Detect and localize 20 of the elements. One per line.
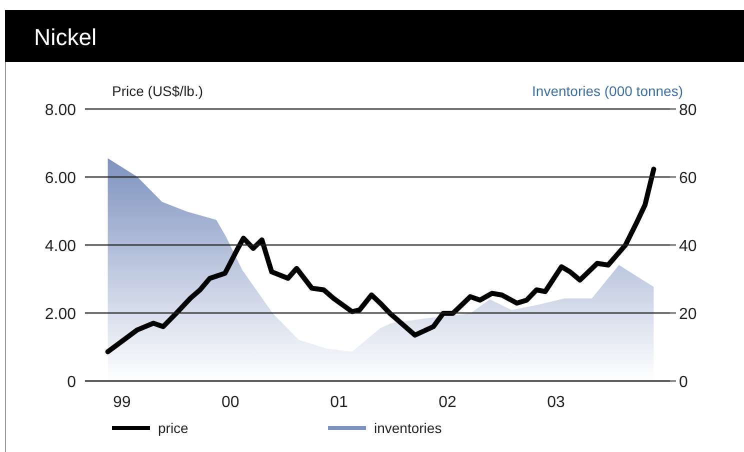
y-tick-label: 6.00 xyxy=(44,170,76,187)
x-tick-label: 01 xyxy=(330,394,348,411)
y2-tick-label: 40 xyxy=(679,238,697,255)
legend-label: price xyxy=(158,420,189,436)
y2-tick-label: 80 xyxy=(679,102,697,119)
y2-axis-title: Inventories (000 tonnes) xyxy=(532,83,683,99)
y2-tick-label: 0 xyxy=(679,374,688,391)
chart-title: Nickel xyxy=(34,24,97,50)
x-tick-label: 02 xyxy=(438,394,457,411)
legend-label: inventories xyxy=(374,420,442,436)
x-tick-label: 03 xyxy=(547,394,566,411)
y2-tick-label: 60 xyxy=(679,170,697,187)
x-tick-label: 00 xyxy=(222,394,240,411)
y-tick-label: 4.00 xyxy=(44,238,76,255)
x-tick-label: 99 xyxy=(113,394,131,411)
y-tick-label: 8.00 xyxy=(44,102,76,119)
y-tick-label: 2.00 xyxy=(44,306,76,323)
y-axis-title: Price (US$/lb.) xyxy=(112,83,204,99)
y2-tick-label: 20 xyxy=(679,306,697,323)
y-tick-label: 0 xyxy=(67,374,76,391)
